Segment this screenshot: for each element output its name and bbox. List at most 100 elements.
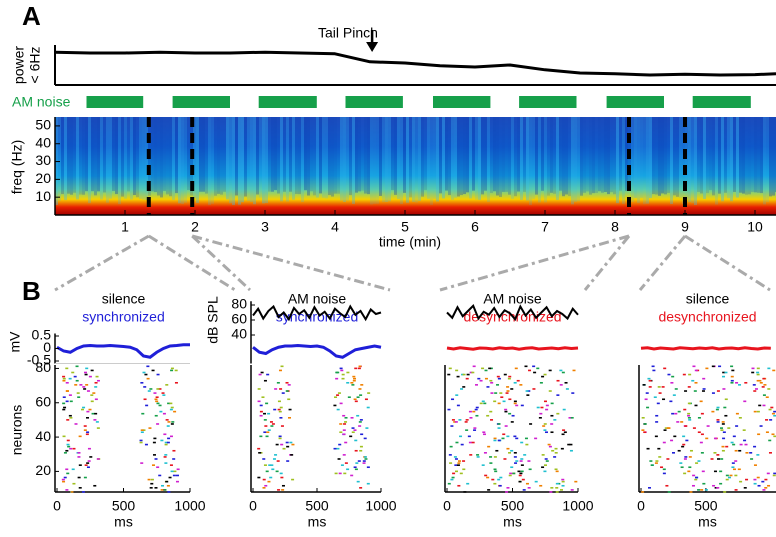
raster-spike: [257, 400, 261, 403]
raster-spike: [457, 462, 461, 464]
raster-spike: [548, 390, 552, 392]
raster-spike: [720, 427, 724, 429]
spectrogram-texture: [679, 117, 682, 198]
raster-spike: [662, 472, 666, 475]
raster-spike: [266, 431, 270, 434]
raster-spike: [154, 487, 158, 489]
raster-spike: [507, 377, 511, 380]
raster-spike: [506, 386, 510, 388]
raster-spike: [506, 435, 510, 438]
raster-spike: [734, 489, 738, 491]
spectrogram-texture: [253, 117, 256, 205]
raster-spike: [767, 388, 771, 390]
raster-spike: [163, 456, 167, 458]
raster-spike: [350, 381, 354, 384]
raster-spike: [683, 472, 687, 475]
raster-spike: [487, 489, 491, 491]
spectrogram-texture: [751, 117, 754, 193]
raster-spike: [510, 449, 514, 452]
raster-spike: [171, 421, 175, 423]
raster-spike: [140, 462, 144, 464]
raster-spike: [168, 476, 172, 479]
raster-spike: [497, 439, 501, 442]
spectrogram-texture: [229, 117, 232, 204]
spectrogram-texture: [499, 117, 502, 197]
raster-spike: [510, 388, 514, 390]
raster-spike: [173, 470, 177, 473]
raster-spike: [739, 480, 743, 483]
spectrogram-texture: [571, 117, 574, 205]
raster-spike: [169, 402, 173, 405]
raster-spike: [693, 390, 697, 392]
raster-spike: [554, 452, 558, 454]
spectrogram-texture: [412, 117, 415, 202]
annotation-arrowhead: [366, 42, 379, 52]
raster-spike: [738, 417, 742, 419]
am-noise-bar: [433, 96, 491, 108]
raster-spike: [677, 410, 681, 413]
raster-spike: [164, 454, 168, 456]
raster-spike: [720, 429, 724, 431]
raster-spike: [565, 388, 569, 390]
raster-spike: [149, 388, 153, 390]
raster-spike: [351, 431, 355, 434]
raster-spike: [689, 449, 693, 452]
spectrogram-texture: [457, 117, 460, 197]
spectrogram-texture: [184, 117, 187, 203]
spectrogram-texture: [430, 117, 433, 205]
spectrogram-texture: [160, 117, 163, 198]
raster-spike: [448, 367, 452, 370]
raster-spike: [280, 365, 284, 368]
x-tick-label: 4: [331, 219, 339, 235]
raster-spike: [469, 371, 473, 374]
raster-spike: [334, 396, 338, 399]
spectrogram-texture: [400, 117, 403, 205]
raster-spike: [352, 379, 356, 382]
raster-spike: [721, 423, 725, 425]
raster-spike: [146, 365, 150, 368]
spectrogram-texture: [172, 117, 175, 201]
raster-spike: [724, 371, 728, 374]
x-tick-label: 500: [305, 498, 329, 514]
raster-spike: [71, 371, 75, 374]
raster-spike: [79, 384, 83, 386]
raster-spike: [278, 369, 282, 372]
x-tick-label: 500: [694, 498, 718, 514]
raster-spike: [61, 478, 65, 481]
raster-spike: [155, 400, 159, 403]
spectrogram-texture: [595, 117, 598, 193]
raster-spike: [266, 373, 270, 376]
raster-spike: [513, 402, 517, 405]
raster-spike: [513, 456, 517, 458]
raster-spike: [281, 392, 285, 394]
raster-spike: [263, 464, 267, 466]
raster-spike: [156, 466, 160, 469]
raster-spike: [699, 400, 703, 403]
raster-spike: [142, 429, 146, 431]
spectrogram-texture: [205, 117, 208, 194]
raster-spike: [494, 392, 498, 394]
raster-spike: [718, 365, 722, 368]
raster-spike: [505, 392, 509, 394]
raster-spike: [757, 433, 761, 436]
raster-spike: [560, 447, 564, 450]
raster-spike: [716, 406, 720, 409]
raster-spike: [528, 369, 532, 372]
raster-spike: [683, 408, 687, 411]
raster-spike: [62, 377, 66, 380]
spectrogram-texture: [340, 117, 343, 201]
raster-spike: [497, 402, 501, 405]
raster-spike: [257, 476, 261, 479]
raster-spike: [75, 365, 79, 368]
x-axis-label: ms: [503, 514, 522, 530]
raster-spike: [151, 464, 155, 466]
spectrogram-texture: [637, 117, 640, 203]
spectrogram-texture: [556, 117, 559, 201]
connector: [638, 235, 687, 291]
raster-spike: [76, 392, 80, 394]
spectrogram-texture: [670, 117, 673, 205]
raster-spike: [87, 460, 91, 462]
raster-spike: [502, 400, 506, 403]
raster-spike: [660, 466, 664, 469]
raster-spike: [713, 470, 717, 473]
